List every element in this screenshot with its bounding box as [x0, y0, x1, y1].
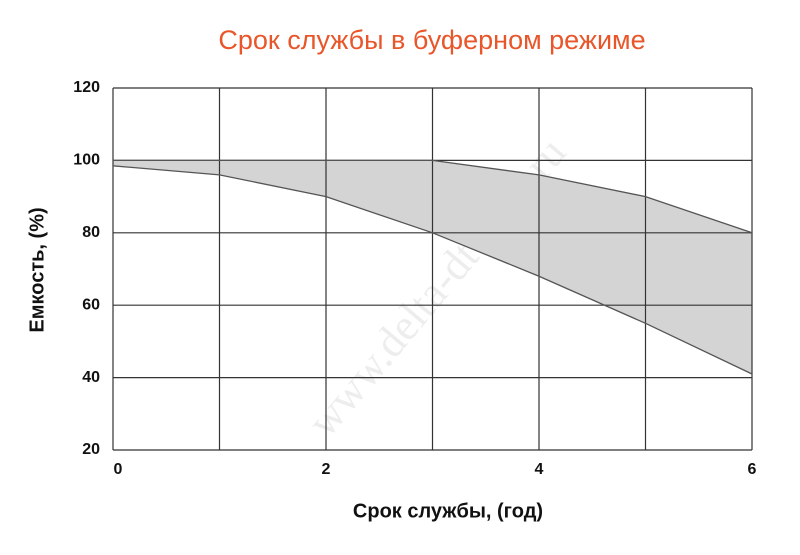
y-tick-label: 60	[82, 296, 100, 313]
x-tick-label: 0	[114, 461, 123, 478]
lower-line	[112, 165, 753, 375]
y-tick-label: 100	[73, 152, 100, 169]
y-tick-label: 80	[82, 224, 100, 241]
y-axis-label: Емкость, (%)	[26, 207, 48, 332]
chart-title: Срок службы в буферном режиме	[218, 25, 645, 55]
y-tick-label: 120	[73, 79, 100, 96]
x-tick-label: 4	[535, 461, 544, 478]
x-axis-label: Срок службы, (год)	[353, 500, 543, 522]
range-band	[113, 160, 752, 374]
y-tick-label: 20	[82, 441, 100, 458]
x-tick-label: 6	[748, 461, 757, 478]
upper-line	[113, 159, 753, 234]
x-tick-label: 2	[322, 461, 331, 478]
y-tick-label: 40	[82, 369, 100, 386]
